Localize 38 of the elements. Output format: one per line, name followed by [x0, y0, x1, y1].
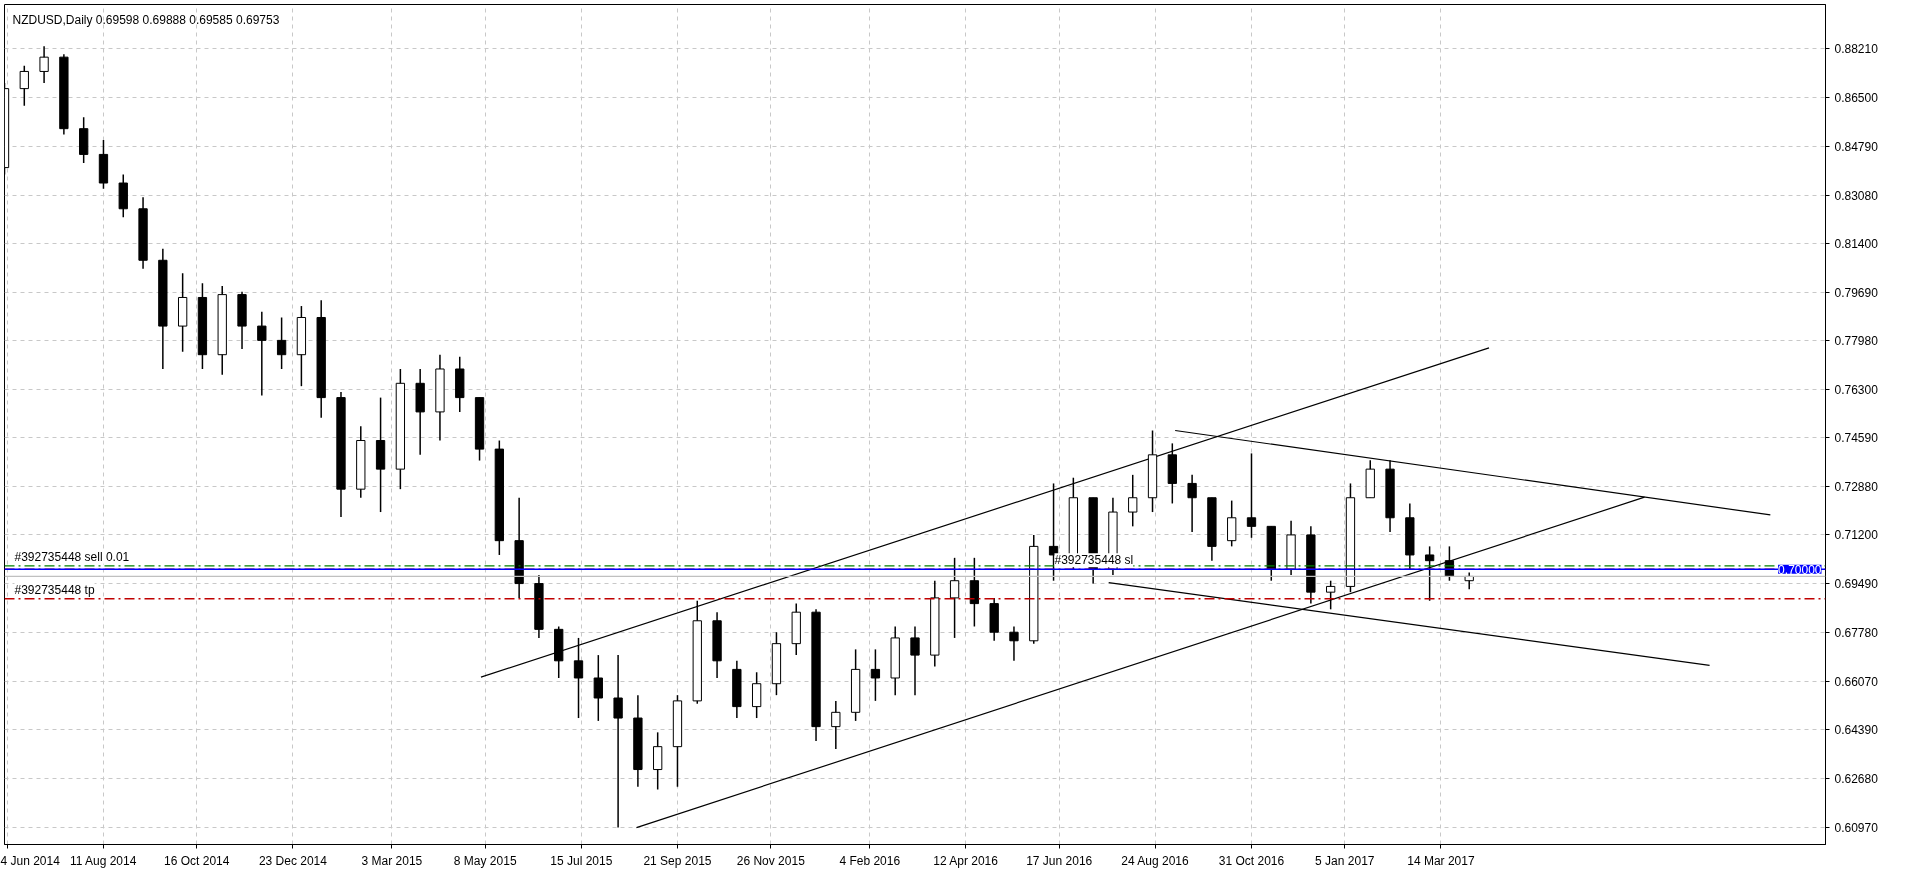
x-tick-label: 24 Aug 2016	[1121, 853, 1190, 868]
ref-line-label: #392735448 sell 0.01	[14, 549, 130, 564]
y-tick-label: 0.72880	[1834, 480, 1879, 495]
x-tick-label: 11 Aug 2014	[69, 853, 137, 868]
x-tick-label: 8 May 2015	[453, 853, 517, 868]
y-tick-label: 0.81400	[1834, 236, 1879, 251]
x-tick-label: 26 Nov 2015	[736, 853, 806, 868]
ref-line-label: 0.70000	[1778, 562, 1822, 577]
y-tick-label: 0.76300	[1834, 382, 1879, 397]
y-tick-label: 0.79690	[1834, 285, 1879, 300]
x-tick-label: 14 Mar 2017	[1407, 853, 1475, 868]
x-tick-label: 23 Dec 2014	[258, 853, 328, 868]
x-tick-label: 17 Jun 2016	[1026, 853, 1093, 868]
y-tick-label: 0.64390	[1834, 723, 1879, 738]
y-tick-label: 0.60970	[1834, 821, 1879, 836]
y-tick-label: 0.74590	[1834, 431, 1879, 446]
x-tick-label: 4 Feb 2016	[839, 853, 901, 868]
y-tick-label: 0.67780	[1834, 626, 1879, 641]
y-tick-label: 0.83080	[1834, 188, 1879, 203]
x-tick-label: 5 Jan 2017	[1315, 853, 1375, 868]
x-tick-label: 31 Oct 2016	[1218, 853, 1285, 868]
y-tick-label: 0.86500	[1834, 90, 1879, 105]
x-tick-label: 3 Mar 2015	[361, 853, 423, 868]
y-tick-label: 0.69490	[1834, 577, 1879, 592]
y-tick-label: 0.62680	[1834, 772, 1879, 787]
ref-line-label: #392735448 sl	[1054, 553, 1134, 568]
x-tick-label: 12 Apr 2016	[933, 853, 999, 868]
y-tick-label: 0.88210	[1834, 41, 1879, 56]
x-tick-label: 4 Jun 2014	[0, 853, 61, 868]
ref-line-label: #392735448 tp	[14, 582, 95, 597]
y-tick-label: 0.71200	[1834, 528, 1879, 543]
x-tick-label: 15 Jul 2015	[550, 853, 613, 868]
x-tick-label: 21 Sep 2015	[643, 853, 712, 868]
x-tick-label: 16 Oct 2014	[164, 853, 230, 868]
text: NZDUSD,Daily 0.69598 0.69888 0.69585 0.69753	[12, 12, 280, 27]
y-tick-label: 0.84790	[1834, 139, 1879, 154]
y-tick-label: 0.77980	[1834, 334, 1879, 349]
y-tick-label: 0.66070	[1834, 675, 1879, 690]
